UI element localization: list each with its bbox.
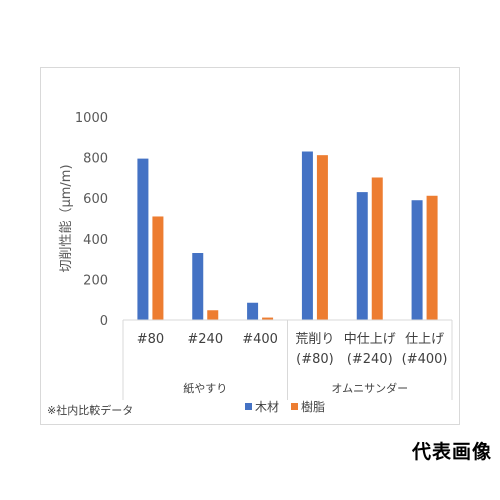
- bar-resin: [316, 155, 328, 320]
- chart-frame: [40, 67, 460, 425]
- category-label: (#240): [347, 352, 393, 367]
- category-label: (#80): [296, 352, 334, 367]
- bar-wood: [301, 151, 313, 320]
- legend-label: 木材: [255, 400, 279, 414]
- y-axis-label: 切削性能（μm/m): [59, 164, 74, 272]
- bar-resin: [152, 216, 164, 320]
- representative-image-label: 代表画像: [411, 441, 492, 463]
- legend-swatch: [245, 403, 252, 410]
- category-label: 仕上げ: [405, 332, 444, 347]
- y-tick-label: 200: [83, 273, 108, 288]
- y-axis-ticks: 0 200 400 600 800 1000: [75, 111, 108, 329]
- category-labels: #80 #240 #400 荒削り (#80) 中仕上げ (#240) 仕上げ (#400): [137, 332, 448, 367]
- bar-resin: [207, 310, 219, 320]
- group-labels: 紙やすり オムニサンダー: [183, 381, 408, 395]
- bar-resin: [262, 317, 274, 320]
- bar-wood: [137, 158, 149, 320]
- category-label: #400: [242, 332, 278, 347]
- y-tick-label: 800: [83, 152, 108, 167]
- category-label: #240: [187, 332, 223, 347]
- y-tick-label: 0: [100, 314, 108, 329]
- group-label: 紙やすり: [183, 381, 227, 395]
- group-label: オムニサンダー: [331, 381, 408, 395]
- category-label: (#400): [402, 352, 448, 367]
- bar-wood: [411, 200, 423, 320]
- bar-wood: [356, 192, 368, 320]
- legend: 木材 樹脂: [245, 399, 325, 414]
- x-axis: [122, 319, 453, 400]
- bar-wood: [192, 253, 204, 320]
- category-label: 中仕上げ: [344, 332, 396, 347]
- y-tick-label: 400: [83, 233, 108, 248]
- bar-resin: [426, 195, 438, 320]
- bar-wood: [247, 302, 259, 320]
- bar-resin: [371, 177, 383, 320]
- legend-label: 樹脂: [301, 399, 325, 414]
- y-tick-label: 1000: [75, 111, 108, 126]
- y-tick-label: 600: [83, 192, 108, 207]
- comparison-note: ※社内比較データ: [47, 403, 133, 417]
- bars: [137, 151, 438, 320]
- category-label: 荒削り: [295, 332, 334, 347]
- category-label: #80: [137, 332, 164, 347]
- legend-swatch: [291, 403, 298, 410]
